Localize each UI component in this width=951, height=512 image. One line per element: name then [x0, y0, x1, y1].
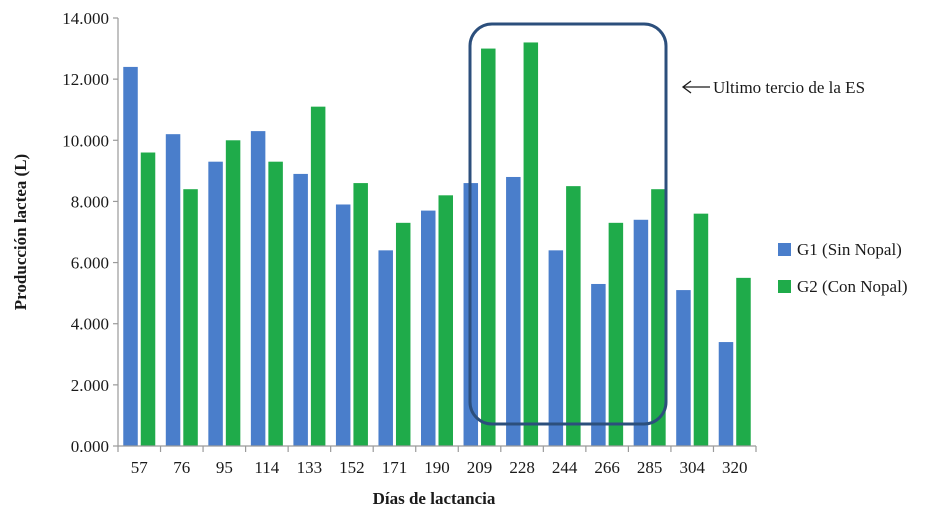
x-tick-label-304: 304	[679, 458, 705, 477]
bar-g2-285	[651, 189, 666, 446]
bar-g1-57	[123, 66, 138, 447]
y-axis-title: Producción lactea (L)	[11, 154, 30, 310]
x-tick-label-95: 95	[216, 458, 233, 477]
bar-g1-304	[676, 290, 691, 446]
x-tick-label-266: 266	[594, 458, 620, 477]
x-tick-labels: 57 76 95 114 133 152 171 190 209 228 244 266 285 304 3…	[117, 446, 757, 477]
bar-g1-320	[718, 342, 734, 446]
bar-g2-152	[353, 183, 368, 447]
bar-g2-57	[140, 152, 156, 446]
annotation: Ultimo tercio de la ES	[681, 78, 865, 97]
y-tick-label: 2.000	[71, 376, 109, 395]
bar-g2-304	[693, 213, 709, 446]
bar-g1-190	[421, 210, 436, 446]
x-tick-label-320: 320	[722, 458, 748, 477]
x-tick-label-228: 228	[509, 458, 535, 477]
bar-g2-114	[268, 161, 283, 446]
bar-g2-266	[608, 222, 624, 446]
x-axis-title: Días de lactancia	[373, 489, 496, 508]
legend-label-g1: G1 (Sin Nopal)	[797, 240, 902, 259]
x-tick-label-57: 57	[131, 458, 149, 477]
y-tick-label: 12.000	[62, 70, 109, 89]
bar-g2-190	[438, 195, 453, 446]
axes-layer	[117, 18, 756, 447]
x-tick-label-152: 152	[339, 458, 365, 477]
y-tick-label: 4.000	[71, 315, 109, 334]
x-tick-label-171: 171	[382, 458, 408, 477]
bar-g2-320	[736, 277, 751, 446]
bars-layer	[123, 42, 751, 447]
highlight-box	[468, 22, 668, 426]
bar-g1-114	[250, 131, 266, 446]
x-tick-label-244: 244	[552, 458, 578, 477]
x-tick-label-114: 114	[254, 458, 279, 477]
y-tick-label: 0.000	[71, 437, 109, 456]
x-tick-label-133: 133	[297, 458, 323, 477]
legend-swatch-g2	[778, 280, 791, 293]
bar-g2-76	[183, 189, 198, 446]
annotation-text: Ultimo tercio de la ES	[713, 78, 865, 97]
bar-g1-285	[633, 219, 649, 446]
bar-g1-76	[165, 134, 181, 446]
x-tick-label-285: 285	[637, 458, 663, 477]
bar-g2-133	[310, 106, 326, 447]
bar-g2-228	[523, 42, 539, 446]
x-tick-label-190: 190	[424, 458, 450, 477]
legend-label-g2: G2 (Con Nopal)	[797, 277, 907, 296]
bar-g1-133	[293, 173, 308, 446]
x-tick-label-76: 76	[173, 458, 190, 477]
bar-g1-244	[548, 250, 564, 446]
bar-g1-171	[378, 250, 393, 446]
x-tick-label-209: 209	[467, 458, 493, 477]
bar-g1-152	[335, 204, 351, 446]
y-tick-label: 8.000	[71, 192, 109, 211]
bar-g2-244	[566, 186, 581, 446]
y-tick-label: 14.000	[62, 9, 109, 28]
y-tick-label: 10.000	[62, 131, 109, 150]
bar-g2-209	[481, 48, 496, 446]
annotation-arrow-head	[681, 80, 692, 94]
bar-g1-266	[591, 283, 606, 446]
bar-g1-95	[208, 161, 223, 446]
legend: G1 (Sin Nopal) G2 (Con Nopal)	[778, 240, 907, 296]
bar-g2-171	[395, 222, 411, 446]
y-tick-label: 6.000	[71, 254, 109, 273]
bar-g1-228	[506, 176, 521, 446]
legend-swatch-g1	[778, 243, 791, 256]
bar-g2-95	[225, 140, 241, 447]
y-tick-labels: 0.000 2.000 4.000 6.000 8.000 10.000 12.000 14.…	[62, 9, 118, 456]
